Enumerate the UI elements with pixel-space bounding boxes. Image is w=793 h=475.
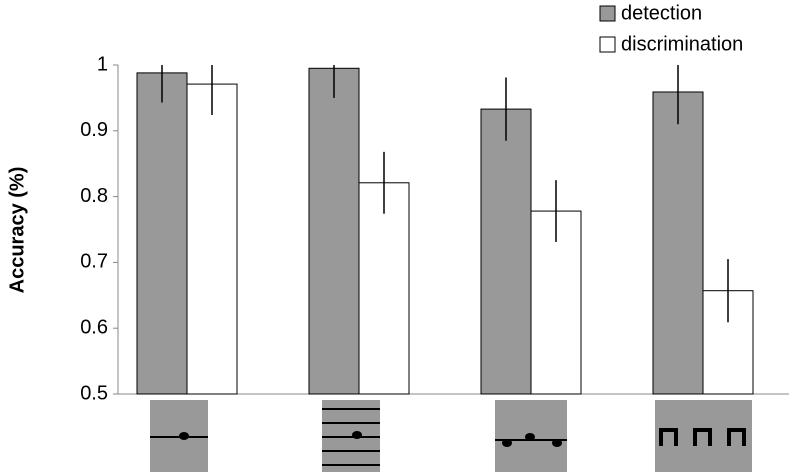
icon-3	[495, 400, 567, 472]
y-tick-label: 1	[97, 53, 108, 75]
y-axis-label: Accuracy (%)	[6, 167, 28, 294]
bar	[358, 182, 410, 395]
bar	[186, 83, 238, 395]
bar	[308, 67, 360, 395]
legend-swatch	[599, 36, 616, 53]
plot-area	[136, 65, 754, 395]
bar	[136, 72, 188, 395]
icon-4	[655, 400, 752, 472]
y-tick-label: 0.5	[80, 382, 108, 404]
y-tick-label: 0.7	[80, 251, 108, 273]
bar	[480, 108, 532, 395]
y-tick-label: 0.8	[80, 185, 108, 207]
legend-label: discrimination	[621, 33, 743, 55]
y-tick-label: 0.6	[80, 316, 108, 338]
legend-swatch	[599, 5, 616, 22]
bar	[652, 91, 704, 395]
icon-1	[150, 400, 208, 472]
icon-2	[322, 400, 380, 472]
y-tick-label: 0.9	[80, 119, 108, 141]
legend-label: detection	[621, 2, 702, 24]
